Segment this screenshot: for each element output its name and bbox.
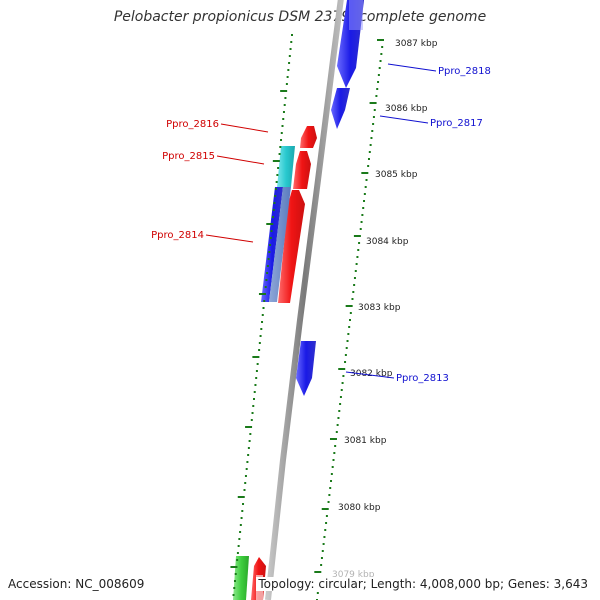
scale-label: 3082 kbp xyxy=(350,369,393,379)
genome-summary: Topology: circular; Length: 4,008,000 bp… xyxy=(256,577,590,591)
map-title: Pelobacter propionicus DSM 2379, complet… xyxy=(113,9,487,25)
gene-label-ppro-2816[interactable]: Ppro_2816 xyxy=(166,119,219,130)
gene-label-ppro-2813[interactable]: Ppro_2813 xyxy=(396,373,449,384)
gene-ppro-2814-arrow xyxy=(278,190,305,303)
scale-label: 3086 kbp xyxy=(385,104,428,114)
scale-rings xyxy=(230,34,384,600)
scale-label: 3084 kbp xyxy=(366,237,409,247)
scale-label: 3080 kbp xyxy=(338,503,381,513)
scale-label: 3087 kbp xyxy=(395,39,438,49)
gene-label-ppro-2817[interactable]: Ppro_2817 xyxy=(430,118,483,129)
gene-labels: Ppro_2818 Ppro_2817 Ppro_2816 Ppro_2815 … xyxy=(151,66,491,384)
forward-genes xyxy=(296,0,364,396)
scale-label: 3085 kbp xyxy=(375,170,418,180)
gene-ppro-2817-arrow xyxy=(331,88,350,129)
gene-label-ppro-2814[interactable]: Ppro_2814 xyxy=(151,230,204,241)
label-leaders xyxy=(205,63,437,379)
gene-ppro-2815-arrow xyxy=(293,151,311,189)
gene-green-bottom xyxy=(233,556,249,600)
gene-ppro-2813-arrow xyxy=(296,341,316,396)
scale-labels: 3087 kbp 3086 kbp 3085 kbp 3084 kbp 3083… xyxy=(332,39,438,580)
scale-label: 3079 kbp xyxy=(332,570,375,580)
gene-label-ppro-2818[interactable]: Ppro_2818 xyxy=(438,66,491,77)
rna-gene xyxy=(277,146,295,187)
gene-ppro-2816-arrow xyxy=(300,126,317,148)
gene-label-ppro-2815[interactable]: Ppro_2815 xyxy=(162,151,215,162)
genome-backbone xyxy=(265,0,344,600)
gene-steel-reverse xyxy=(269,187,291,302)
scale-label: 3083 kbp xyxy=(358,303,401,313)
accession-label: Accession: NC_008609 xyxy=(8,577,145,591)
scale-label: 3081 kbp xyxy=(344,436,387,446)
